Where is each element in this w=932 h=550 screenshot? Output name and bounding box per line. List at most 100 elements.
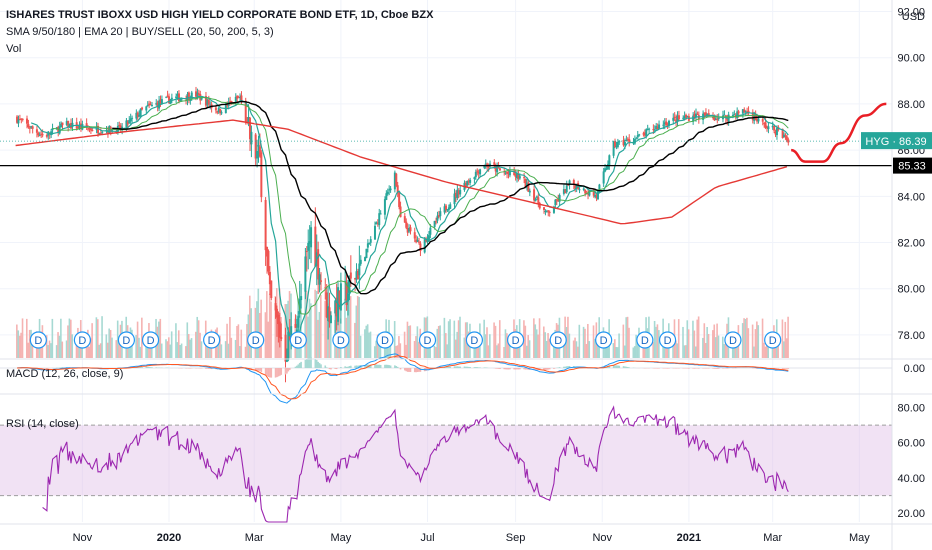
macd-histogram-bar	[456, 366, 459, 368]
volume-bar	[446, 344, 449, 358]
volume-legend[interactable]: Vol	[6, 43, 22, 55]
dividend-marker	[658, 331, 677, 349]
macd-histogram-bar	[516, 368, 518, 370]
rsi-legend[interactable]: RSI (14, close)	[6, 418, 79, 430]
candle-body	[278, 321, 281, 338]
dividend-marker	[203, 331, 221, 349]
last-price-badge-text: HYG · 86.39	[865, 136, 926, 148]
candle-body	[310, 227, 313, 248]
candle-body	[487, 166, 490, 168]
volume-bar	[324, 300, 326, 358]
candle-body	[344, 280, 347, 282]
last-price-badge	[861, 132, 932, 150]
volume-bar	[307, 316, 309, 358]
volume-bar	[219, 335, 221, 358]
volume-bar	[159, 318, 162, 358]
candle-body	[239, 96, 242, 98]
currency-label: USD	[902, 11, 925, 23]
macd-histogram-bar	[415, 368, 417, 373]
candle-body	[51, 128, 54, 131]
price-axis[interactable]: 92.0090.0088.0086.0084.0082.0080.0078.00…	[897, 7, 925, 521]
volume-bar	[375, 340, 378, 358]
candle-body	[240, 95, 243, 102]
macd-histogram-bar	[538, 368, 541, 371]
macd-histogram-bar	[418, 368, 420, 372]
candle-body	[605, 168, 608, 170]
macd-histogram-bar	[318, 363, 321, 368]
indicator-legend[interactable]: SMA 9/50/180 | EMA 20 | BUY/SELL (20, 50…	[6, 26, 274, 38]
candle-body	[204, 96, 207, 106]
volume-bar	[97, 319, 99, 358]
candle-body	[572, 179, 575, 185]
volume-bar	[712, 330, 714, 358]
dividend-label: D	[208, 335, 216, 347]
volume-bar	[415, 336, 417, 358]
volume-bar	[57, 332, 59, 358]
volume-bar	[567, 316, 569, 358]
candle-body	[244, 100, 247, 123]
volume-bar	[409, 325, 412, 358]
dividend-marker	[724, 331, 742, 349]
macd-histogram-bar	[306, 358, 308, 368]
volume-bar	[328, 307, 331, 358]
macd-histogram-bar	[254, 368, 257, 371]
candle-body	[557, 199, 560, 202]
candle-body	[436, 215, 439, 221]
projection-curve[interactable]	[790, 102, 887, 163]
candle-body	[314, 226, 317, 267]
candle-body	[38, 134, 41, 136]
dividend-marker	[289, 331, 307, 349]
volume-bar	[368, 332, 370, 358]
candle-body	[121, 126, 124, 130]
candle-body	[642, 133, 645, 135]
volume-bar	[543, 326, 545, 358]
volume-bar	[787, 316, 789, 358]
candle-body	[614, 141, 617, 148]
time-axis[interactable]: Nov 2020 Mar May Jul Sep Nov 2021 Mar May	[73, 532, 871, 544]
volume-bar	[703, 323, 706, 358]
volume-bar	[55, 345, 58, 358]
macd-histogram-bar	[497, 368, 500, 369]
volume-bar	[408, 325, 410, 358]
macd-histogram-bar	[394, 365, 396, 368]
macd-histogram-bar	[453, 366, 456, 368]
volume-bar	[574, 337, 576, 358]
dividend-label: D	[470, 335, 478, 347]
candle-body	[129, 118, 132, 122]
candle-body	[268, 271, 271, 285]
candle-body	[28, 127, 31, 129]
candle-body	[267, 250, 270, 272]
macd-histogram-bar	[320, 364, 322, 368]
macd-histogram-bar	[206, 368, 209, 369]
volume-bar	[246, 324, 248, 358]
macd-histogram-bar	[726, 368, 729, 369]
volume-bar	[348, 289, 351, 358]
volume-bar	[694, 346, 697, 358]
candle-body	[366, 243, 369, 248]
candle-body	[496, 166, 499, 173]
macd-histogram-bar	[712, 368, 714, 369]
volume-bar	[497, 343, 500, 358]
candle-body	[20, 118, 23, 120]
volume-bar	[696, 319, 699, 358]
volume-bar	[141, 317, 143, 358]
volume-bar	[443, 317, 446, 358]
volume-bar	[71, 334, 74, 358]
candle-body	[365, 248, 368, 259]
macd-histogram-bar	[628, 367, 631, 368]
candle-body	[648, 128, 651, 130]
candle-body	[588, 190, 591, 196]
candle-body	[435, 221, 438, 223]
volume-bar	[91, 323, 93, 358]
macd-histogram-bar	[317, 361, 319, 368]
volume-bar	[317, 319, 319, 358]
candle-body	[494, 165, 497, 172]
macd-legend[interactable]: MACD (12, 26, close, 9)	[6, 368, 124, 380]
volume-bar	[45, 335, 48, 358]
volume-bar	[585, 343, 588, 358]
candle-body	[159, 99, 162, 104]
candle-body	[413, 232, 416, 239]
volume-bar	[721, 336, 724, 358]
